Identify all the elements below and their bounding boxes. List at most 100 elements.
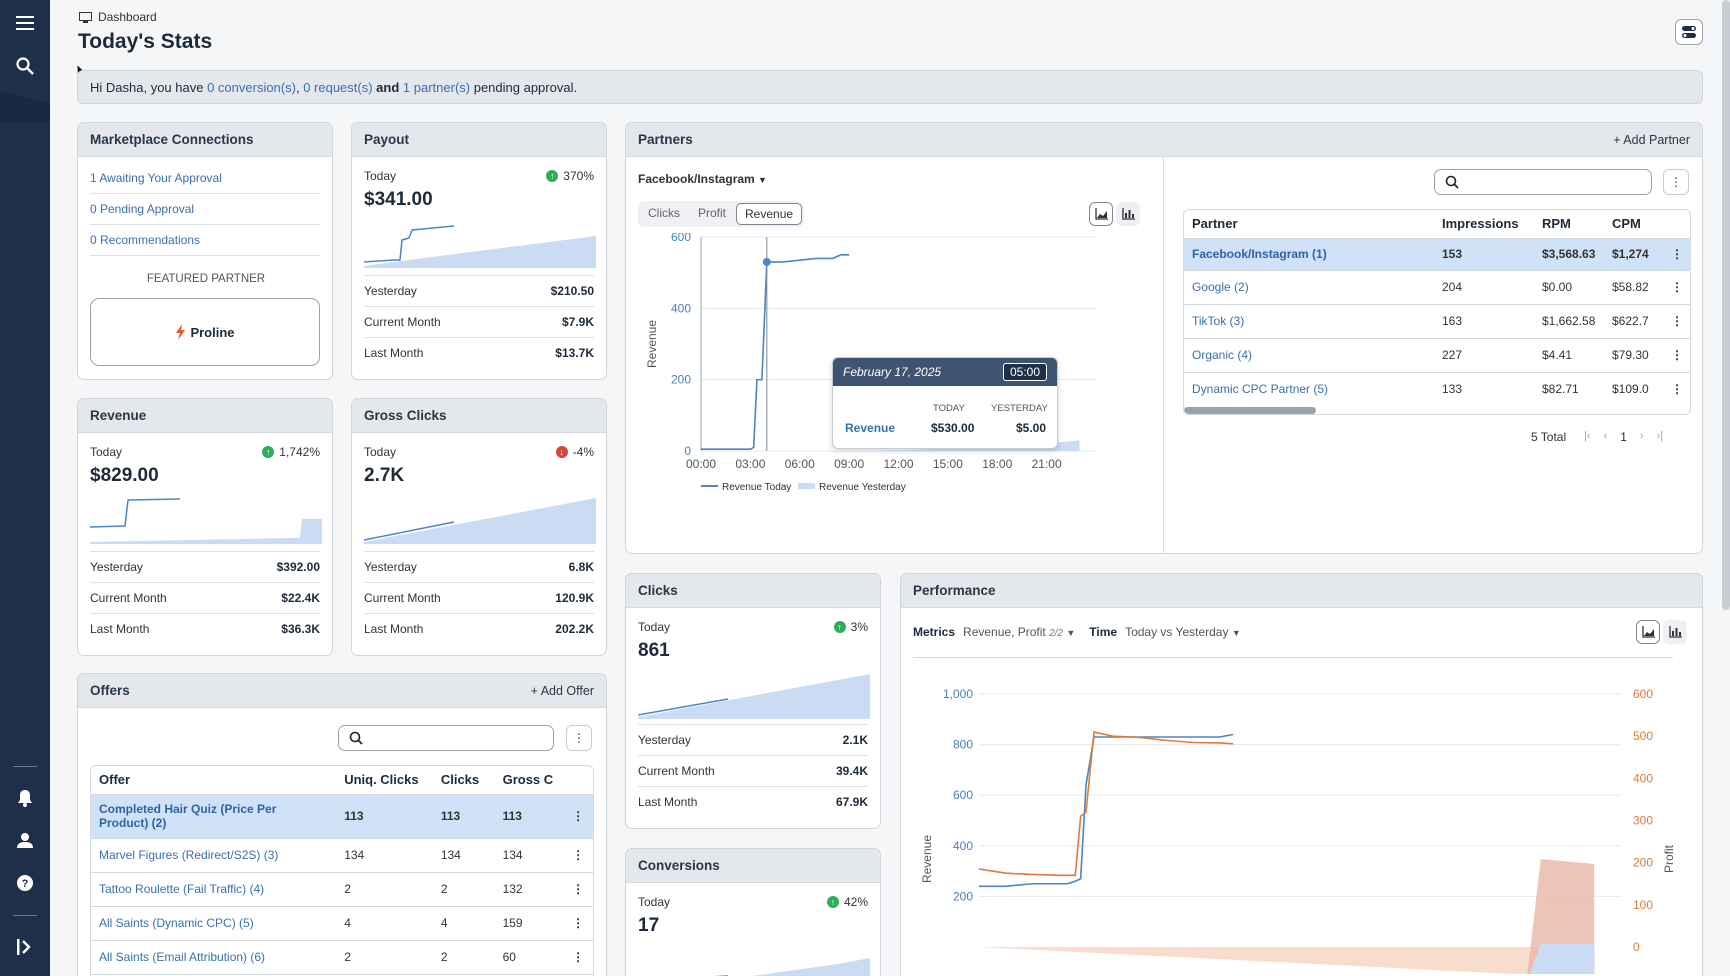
partner-name-link[interactable]: Organic (4)	[1192, 348, 1253, 362]
today-value: $341.00	[364, 189, 433, 210]
user-icon[interactable]	[12, 827, 38, 853]
tab-revenue[interactable]: Revenue	[736, 203, 803, 225]
cell-value: 2	[344, 950, 351, 964]
card-title: Payout	[364, 132, 410, 147]
row-menu-button[interactable]: ⋮	[561, 794, 593, 838]
table-row[interactable]: Facebook/Instagram (1) 153 $3,568.63 $1,…	[1184, 238, 1690, 270]
cell-value: $622.7	[1612, 314, 1649, 328]
area-chart-button[interactable]	[1089, 202, 1113, 226]
help-icon[interactable]: ?	[12, 870, 38, 896]
stat-label: Yesterday	[364, 560, 417, 574]
partners-revenue-chart[interactable]: 0 200 400 600 00:00 03:00 06:00 09:00 12:00 15:00…	[638, 233, 1138, 543]
column-header[interactable]: Uniq. Clicks	[344, 772, 419, 788]
area-chart-button[interactable]	[1636, 620, 1660, 644]
partners-link[interactable]: 1 partner(s)	[402, 80, 471, 95]
pending-approval-alert: Hi Dasha, you have 0 conversion(s), 0 re…	[77, 70, 1703, 104]
performance-chart[interactable]: 200 400 600 800 1,000 0 100 200 300 400 500 600 Reve…	[901, 664, 1701, 976]
bar-chart-icon	[1668, 626, 1682, 638]
add-partner-button[interactable]: + Add Partner	[1613, 132, 1690, 147]
table-row[interactable]: Completed Hair Quiz (Price Per Product) …	[91, 794, 593, 838]
partners-search-input[interactable]	[1434, 169, 1652, 195]
y-tick-label: 800	[953, 738, 973, 752]
y-axis-label: Revenue	[645, 320, 659, 368]
offers-options-button[interactable]: ⋮	[566, 725, 592, 751]
partner-source-dropdown[interactable]: Facebook/Instagram ▼	[638, 172, 767, 186]
next-page-icon[interactable]: ›	[1639, 430, 1644, 442]
featured-partner-tile[interactable]: Proline	[90, 298, 320, 366]
hamburger-menu-icon[interactable]	[12, 10, 38, 36]
table-row[interactable]: Google (2) 204 $0.00 $58.82 ⋮	[1184, 270, 1690, 304]
row-menu-button[interactable]: ⋮	[1662, 238, 1690, 270]
partner-name-link[interactable]: TikTok (3)	[1192, 314, 1245, 328]
tab-profit[interactable]: Profit	[698, 206, 727, 220]
column-header[interactable]: Gross C	[502, 772, 554, 788]
partners-options-button[interactable]: ⋮	[1663, 169, 1689, 195]
column-header[interactable]: RPM	[1542, 216, 1571, 232]
tab-clicks[interactable]: Clicks	[648, 206, 680, 220]
partner-name-link[interactable]: Google (2)	[1192, 280, 1249, 294]
y-tick-label: 400	[953, 839, 973, 853]
row-menu-button[interactable]: ⋮	[1671, 382, 1683, 397]
column-header[interactable]: Partner	[1192, 216, 1238, 232]
column-header[interactable]: Offer	[99, 772, 131, 788]
page-scrollbar[interactable]	[1722, 0, 1730, 610]
metrics-label: Metrics	[913, 625, 956, 639]
current-page[interactable]: 1	[1620, 430, 1627, 444]
recommendations-link[interactable]: 0 Recommendations	[90, 233, 201, 247]
last-page-icon[interactable]: ›|	[1656, 430, 1664, 442]
card-title: Gross Clicks	[364, 408, 447, 423]
featured-partner-label: FEATURED PARTNER	[146, 273, 266, 285]
offer-name-link[interactable]: All Saints (Dynamic CPC) (5)	[99, 916, 254, 930]
bar-chart-button[interactable]	[1116, 202, 1140, 226]
table-row[interactable]: TikTok (3) 163 $1,662.58 $622.7 ⋮	[1184, 304, 1690, 338]
row-menu-button[interactable]: ⋮	[1671, 314, 1683, 328]
card-header: Conversions	[626, 849, 880, 883]
offer-name-link[interactable]: Completed Hair Quiz (Price Per Product) …	[91, 794, 337, 838]
y2-tick-label: 500	[1633, 729, 1653, 743]
table-row[interactable]: Marvel Figures (Redirect/S2S) (3) 134 13…	[91, 838, 593, 872]
metrics-count: 2/2	[1049, 628, 1063, 639]
row-menu-button[interactable]: ⋮	[1671, 280, 1683, 294]
table-row[interactable]: Tattoo Roulette (Fail Traffic) (4) 2 2 1…	[91, 872, 593, 906]
search-icon[interactable]	[12, 53, 38, 79]
column-header[interactable]: CPM	[1612, 216, 1641, 232]
time-dropdown[interactable]: Today vs Yesterday ▼	[1125, 625, 1241, 639]
bar-chart-icon	[1121, 208, 1135, 220]
row-menu-button[interactable]: ⋮	[1671, 348, 1683, 362]
bell-icon[interactable]	[12, 785, 38, 811]
column-header[interactable]: Clicks	[440, 772, 480, 788]
stat-row: Last Month 67.9K	[638, 786, 868, 817]
conversions-sparkline	[712, 958, 870, 976]
table-row[interactable]: Organic (4) 227 $4.41 $79.30 ⋮	[1184, 338, 1690, 372]
row-menu-button[interactable]: ⋮	[572, 882, 585, 896]
requests-link[interactable]: 0 request(s)	[303, 80, 373, 95]
table-row[interactable]: All Saints (Dynamic CPC) (5) 4 4 159 ⋮	[91, 906, 593, 940]
change-percent: -4%	[572, 445, 594, 459]
partner-name-link[interactable]: Facebook/Instagram (1)	[1184, 238, 1434, 270]
horizontal-scrollbar[interactable]	[1184, 407, 1316, 414]
row-menu-button[interactable]: ⋮	[572, 916, 585, 930]
breadcrumb[interactable]: Dashboard	[79, 10, 157, 24]
offers-search-input[interactable]	[338, 725, 554, 751]
row-menu-button[interactable]: ⋮	[572, 950, 585, 964]
metrics-dropdown[interactable]: Revenue, Profit 2/2 ▼	[963, 625, 1075, 639]
expand-sidebar-icon[interactable]	[12, 934, 38, 960]
cell-value: 227	[1442, 348, 1463, 362]
row-menu-button[interactable]: ⋮	[572, 848, 585, 862]
offer-name-link[interactable]: All Saints (Email Attribution) (6)	[99, 950, 266, 964]
conversions-link[interactable]: 0 conversion(s)	[207, 80, 296, 95]
offer-name-link[interactable]: Tattoo Roulette (Fail Traffic) (4)	[99, 882, 265, 896]
pending-approval-link[interactable]: 0 Pending Approval	[90, 202, 195, 216]
partner-name-link[interactable]: Dynamic CPC Partner (5)	[1192, 382, 1329, 397]
bar-chart-button[interactable]	[1663, 620, 1687, 644]
column-header[interactable]: Impressions	[1442, 216, 1519, 232]
table-row[interactable]: Dynamic CPC Partner (5) 133 $82.71 $109.…	[1184, 372, 1690, 406]
offer-name-link[interactable]: Marvel Figures (Redirect/S2S) (3)	[99, 848, 279, 862]
arrow-down-icon: ↓	[555, 446, 568, 458]
prev-page-icon[interactable]: ‹	[1603, 430, 1608, 442]
theme-toggle-button[interactable]	[1675, 19, 1703, 45]
add-offer-button[interactable]: + Add Offer	[530, 683, 594, 698]
first-page-icon[interactable]: |‹	[1584, 430, 1591, 442]
table-row[interactable]: All Saints (Email Attribution) (6) 2 2 6…	[91, 940, 593, 974]
awaiting-approval-link[interactable]: 1 Awaiting Your Approval	[90, 171, 222, 185]
